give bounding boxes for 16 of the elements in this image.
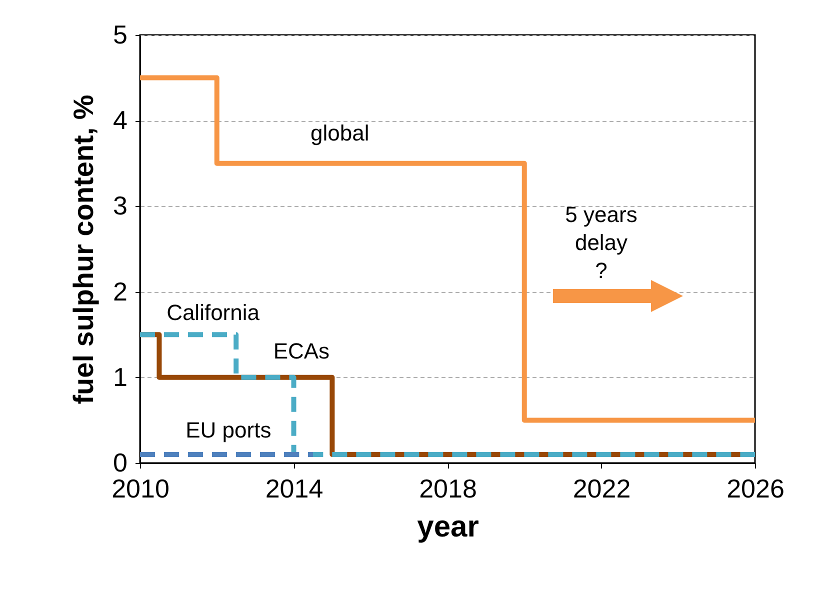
x-tick-label: 2026 (726, 474, 784, 504)
x-axis-title: year (417, 510, 480, 544)
y-axis-title: fuel sulphur content, % (68, 94, 100, 404)
series-label: California (166, 300, 260, 326)
series-label: EU ports (186, 417, 272, 442)
series-label: ECAs (273, 338, 330, 364)
y-tick-label: 3 (113, 190, 128, 221)
y-tick-label: 5 (113, 20, 128, 50)
x-tick-label: 2014 (265, 474, 324, 504)
annotation: 5 years delay ? (565, 202, 638, 283)
x-tick-label: 2022 (572, 474, 631, 504)
y-tick-label: 4 (113, 105, 128, 136)
series-label: global (310, 120, 370, 146)
x-tick-label: 2018 (419, 474, 477, 504)
y-tick-label: 1 (113, 362, 128, 392)
y-tick-label: 2 (113, 276, 128, 306)
